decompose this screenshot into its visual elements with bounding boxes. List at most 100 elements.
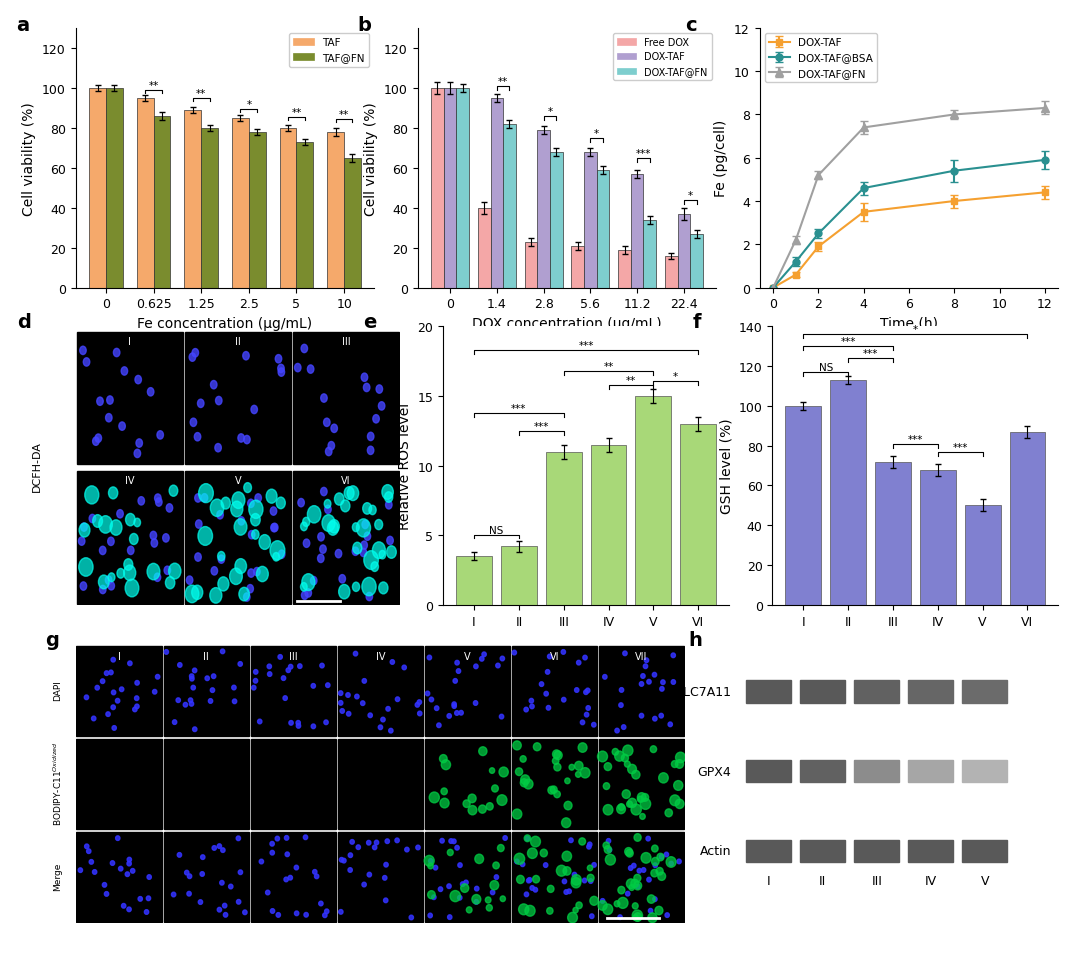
Circle shape xyxy=(176,698,180,702)
Circle shape xyxy=(218,578,229,591)
Bar xyxy=(631,175,644,288)
Circle shape xyxy=(156,499,162,506)
Circle shape xyxy=(527,878,531,883)
Circle shape xyxy=(584,712,589,717)
Circle shape xyxy=(639,682,644,686)
Circle shape xyxy=(286,668,291,673)
Bar xyxy=(248,133,266,288)
Circle shape xyxy=(138,897,143,901)
Circle shape xyxy=(486,904,492,911)
Circle shape xyxy=(125,872,130,876)
Bar xyxy=(571,246,584,288)
Text: V: V xyxy=(234,476,241,486)
Circle shape xyxy=(632,910,643,921)
Circle shape xyxy=(119,423,125,431)
Circle shape xyxy=(189,702,193,706)
Circle shape xyxy=(518,904,529,915)
Circle shape xyxy=(490,880,499,890)
Circle shape xyxy=(656,868,663,875)
Circle shape xyxy=(583,655,588,660)
Circle shape xyxy=(288,721,294,726)
Circle shape xyxy=(270,850,274,855)
Circle shape xyxy=(665,913,670,918)
Circle shape xyxy=(187,874,192,878)
Circle shape xyxy=(429,859,433,863)
Circle shape xyxy=(215,444,221,453)
Circle shape xyxy=(556,865,567,876)
Text: III: III xyxy=(872,874,882,887)
Circle shape xyxy=(585,688,590,693)
Circle shape xyxy=(305,589,311,598)
Circle shape xyxy=(647,895,656,903)
Circle shape xyxy=(259,535,270,550)
Circle shape xyxy=(576,772,581,777)
Text: NS: NS xyxy=(489,525,503,535)
Circle shape xyxy=(279,551,285,559)
Circle shape xyxy=(625,892,630,896)
Text: ***: *** xyxy=(579,341,594,351)
Circle shape xyxy=(603,842,609,849)
Text: ***: *** xyxy=(907,434,923,444)
Bar xyxy=(618,251,631,288)
Text: I: I xyxy=(767,874,770,887)
Circle shape xyxy=(567,889,571,894)
Circle shape xyxy=(449,839,454,844)
Circle shape xyxy=(524,835,530,842)
Circle shape xyxy=(324,419,330,427)
Circle shape xyxy=(579,838,585,845)
Circle shape xyxy=(672,761,678,768)
Text: IV: IV xyxy=(125,476,134,486)
Bar xyxy=(457,88,469,288)
Circle shape xyxy=(674,780,683,791)
Bar xyxy=(690,234,703,288)
Circle shape xyxy=(190,677,194,681)
Circle shape xyxy=(651,870,658,877)
Legend: Free DOX, DOX-TAF, DOX-TAF@FN: Free DOX, DOX-TAF, DOX-TAF@FN xyxy=(613,34,712,81)
Bar xyxy=(800,760,846,782)
Circle shape xyxy=(276,913,281,918)
Circle shape xyxy=(453,704,457,708)
Circle shape xyxy=(457,669,461,674)
Bar xyxy=(800,680,846,702)
Bar xyxy=(680,425,716,605)
Text: DCFH-DA: DCFH-DA xyxy=(31,441,42,491)
Circle shape xyxy=(619,703,623,707)
Circle shape xyxy=(527,849,537,858)
Circle shape xyxy=(110,861,114,866)
Circle shape xyxy=(164,566,171,575)
Circle shape xyxy=(440,839,444,843)
Circle shape xyxy=(231,502,243,517)
Circle shape xyxy=(639,814,645,820)
Circle shape xyxy=(369,505,376,515)
Circle shape xyxy=(571,877,581,888)
Circle shape xyxy=(386,706,390,711)
Circle shape xyxy=(573,907,578,913)
Circle shape xyxy=(383,862,388,867)
Text: III: III xyxy=(341,336,350,347)
Circle shape xyxy=(364,551,378,570)
Circle shape xyxy=(631,804,642,815)
Circle shape xyxy=(212,675,216,678)
Circle shape xyxy=(117,510,123,518)
Bar xyxy=(785,407,821,605)
Circle shape xyxy=(311,684,315,688)
Circle shape xyxy=(453,678,458,683)
Bar xyxy=(538,131,550,288)
Circle shape xyxy=(108,537,114,546)
Circle shape xyxy=(127,547,134,555)
Circle shape xyxy=(188,699,192,702)
Circle shape xyxy=(254,670,258,675)
Circle shape xyxy=(268,672,272,677)
Circle shape xyxy=(330,425,337,433)
Text: *: * xyxy=(246,100,252,110)
Circle shape xyxy=(126,907,132,912)
Y-axis label: Relative ROS level: Relative ROS level xyxy=(397,403,411,530)
Circle shape xyxy=(617,804,625,814)
Circle shape xyxy=(367,432,374,441)
Circle shape xyxy=(607,848,611,852)
Circle shape xyxy=(356,845,361,850)
Circle shape xyxy=(145,910,149,914)
Circle shape xyxy=(363,504,372,515)
Bar xyxy=(478,209,490,288)
Circle shape xyxy=(642,868,646,873)
